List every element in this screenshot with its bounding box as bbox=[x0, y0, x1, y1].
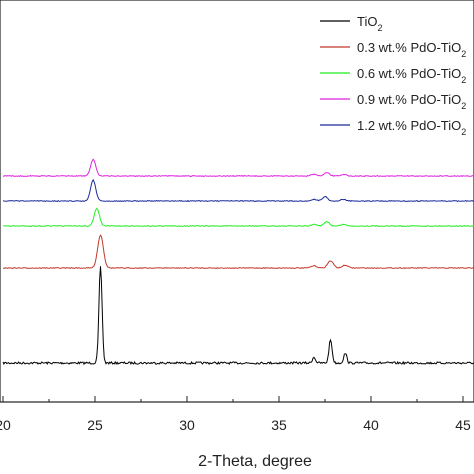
x-tick-label: 20 bbox=[0, 417, 11, 433]
x-axis: 20253035404550556065 bbox=[0, 396, 471, 433]
series-line-0 bbox=[2, 266, 474, 366]
legend-label: 0.9 wt.% PdO-TiO2 bbox=[357, 92, 466, 111]
legend: TiO2 0.3 wt.% PdO-TiO2 0.6 wt.% PdO-TiO2 0.… bbox=[320, 14, 466, 137]
legend-label: 0.3 wt.% PdO-TiO2 bbox=[357, 40, 466, 59]
x-tick-label: 40 bbox=[363, 417, 379, 433]
series-line-1 bbox=[2, 234, 474, 270]
legend-label: 1.2 wt.% PdO-TiO2 bbox=[357, 118, 466, 137]
series-line-3 bbox=[2, 158, 474, 178]
plot-frame bbox=[0, 0, 474, 403]
x-tick-label: 35 bbox=[271, 417, 287, 433]
x-axis-title: 2-Theta, degree bbox=[198, 453, 312, 470]
legend-label: TiO2 bbox=[357, 14, 382, 33]
x-tick-label: 45 bbox=[455, 417, 471, 433]
series-line-2 bbox=[3, 207, 474, 228]
x-tick-label: 30 bbox=[179, 417, 195, 433]
legend-label: 0.6 wt.% PdO-TiO2 bbox=[357, 66, 466, 85]
series-layer bbox=[2, 158, 474, 366]
x-tick-label: 25 bbox=[87, 417, 103, 433]
series-line-4 bbox=[2, 178, 474, 203]
